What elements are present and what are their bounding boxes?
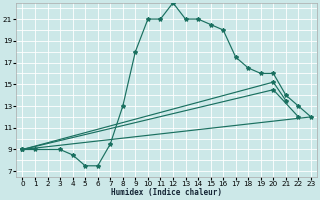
- X-axis label: Humidex (Indice chaleur): Humidex (Indice chaleur): [111, 188, 222, 197]
